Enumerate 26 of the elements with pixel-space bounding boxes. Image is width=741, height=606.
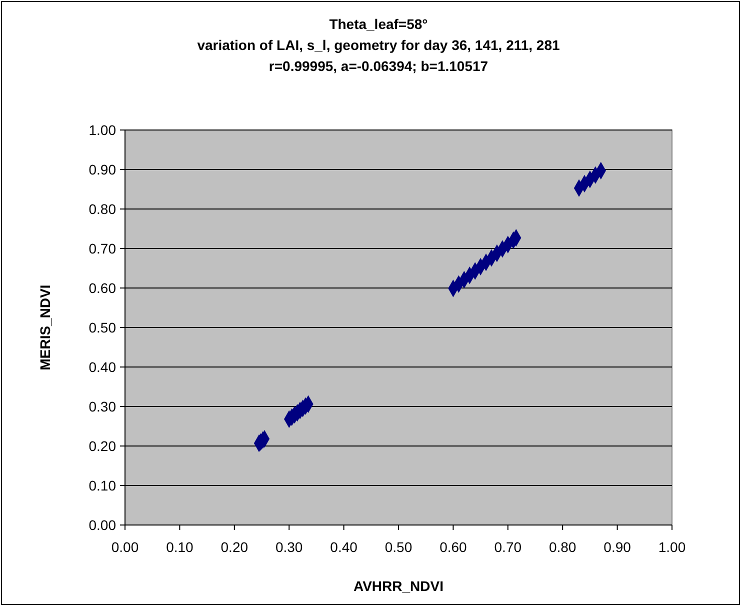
y-tick-label: 0.30: [88, 398, 116, 414]
y-tick-label: 0.50: [88, 319, 116, 336]
y-axis-title: MERIS_NDVI: [37, 284, 53, 370]
y-tick-label: 0.90: [88, 161, 116, 178]
x-tick-label: 0.20: [220, 539, 248, 555]
x-tick-label: 0.00: [111, 539, 139, 555]
chart-subtitle: variation of LAI, s_l, geometry for day 36, 141, 211, 281 r=0.99995, a=-0.06394; b=1.10517: [197, 37, 560, 74]
x-tick-label: 0.80: [548, 539, 576, 555]
x-tick-label: 1.00: [658, 539, 686, 555]
y-tick-label: 0.60: [88, 280, 116, 296]
x-tick-label: 0.40: [330, 539, 358, 555]
x-tick-label: 0.60: [440, 539, 468, 555]
x-tick-label: 0.70: [494, 539, 522, 555]
y-tick-label: 0.10: [88, 477, 116, 494]
y-tick-label: 0.00: [88, 516, 116, 533]
x-axis-title: AVHRR_NDVI: [354, 578, 444, 594]
y-tick-label: 0.40: [88, 358, 116, 375]
y-tick-label: 1.00: [88, 122, 116, 138]
x-tick-label: 0.50: [384, 539, 412, 555]
x-tick-label: 0.10: [166, 539, 194, 555]
x-tick-label: 0.90: [604, 539, 632, 555]
x-tick-label: 0.30: [275, 539, 303, 555]
y-tick-label: 0.70: [88, 240, 116, 256]
chart-title: Theta_leaf=58°: [329, 16, 428, 32]
y-tick-label: 0.20: [88, 438, 116, 454]
y-tick-label: 0.80: [88, 200, 116, 217]
